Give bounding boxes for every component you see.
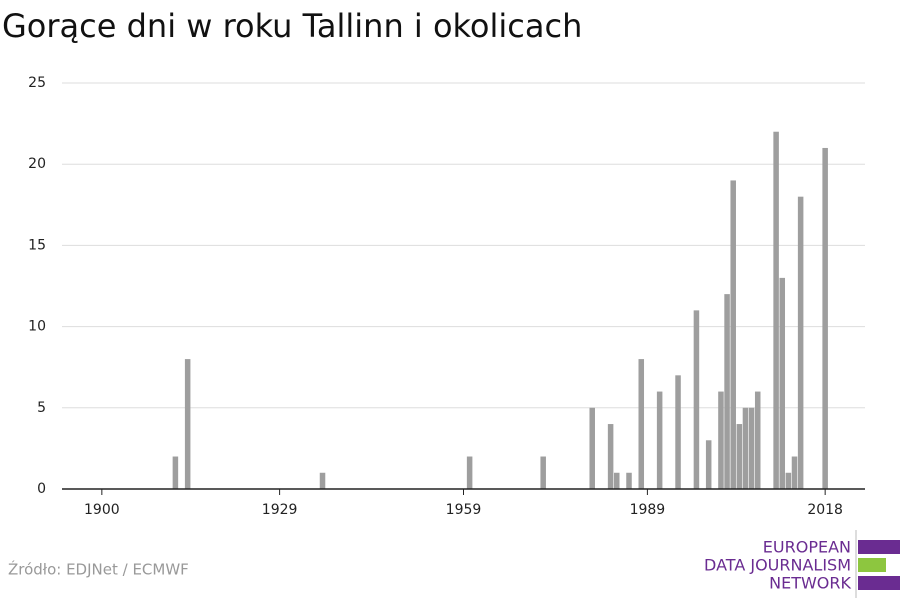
bar	[736, 424, 743, 489]
bar	[540, 456, 546, 489]
bar	[626, 472, 632, 489]
bar	[705, 440, 712, 489]
y-tick-label: 20	[28, 156, 46, 172]
bar	[724, 294, 730, 489]
bar	[656, 391, 663, 489]
logo-text: DATA JOURNALISM	[704, 556, 851, 575]
bar	[791, 456, 798, 489]
y-tick-label: 15	[28, 237, 46, 253]
bar	[675, 375, 681, 489]
bar	[184, 359, 191, 489]
y-tick-label: 25	[28, 75, 46, 91]
logo-bar	[858, 558, 886, 572]
bar	[742, 407, 749, 489]
bar	[466, 456, 473, 489]
bar	[613, 472, 620, 489]
x-tick-label: 1900	[84, 502, 120, 518]
y-tick-label: 10	[28, 319, 46, 335]
y-tick-label: 0	[37, 481, 46, 497]
bar	[718, 391, 724, 489]
x-tick-label: 1959	[446, 502, 482, 518]
bar	[730, 180, 736, 489]
bar	[319, 472, 326, 489]
logo: EUROPEAN DATA JOURNALISM NETWORK	[704, 530, 900, 598]
bar	[589, 407, 595, 489]
bar	[773, 131, 779, 489]
chart-title: Gorące dni w roku Tallinn i okolicach	[2, 7, 582, 45]
bar	[754, 391, 761, 489]
x-tick-label: 2018	[807, 502, 843, 518]
bar	[785, 472, 792, 489]
bar	[638, 359, 645, 489]
bar	[797, 196, 804, 489]
x-tick-label: 1989	[630, 502, 666, 518]
bar	[822, 147, 828, 489]
logo-bar	[858, 540, 900, 554]
x-tick-label: 1929	[262, 502, 298, 518]
logo-text: NETWORK	[769, 574, 851, 593]
bar	[693, 310, 700, 489]
source: Źródło: EDJNet / ECMWF	[8, 560, 189, 579]
bar	[607, 424, 614, 489]
bar	[779, 277, 786, 489]
bar	[748, 407, 755, 489]
y-tick-label: 5	[37, 400, 46, 416]
logo-bar	[858, 576, 900, 590]
bar	[172, 456, 179, 489]
logo-text: EUROPEAN	[763, 538, 851, 557]
